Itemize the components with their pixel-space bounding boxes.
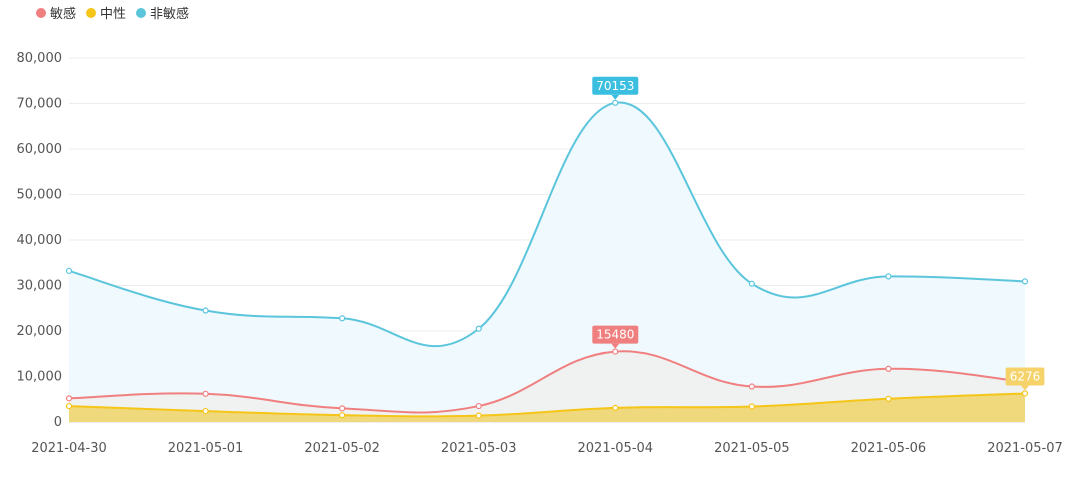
data-point <box>65 395 73 402</box>
y-tick-label: 30,000 <box>17 279 63 294</box>
data-point <box>475 325 482 332</box>
series-line <box>68 350 1026 414</box>
data-label: 15480 <box>596 328 634 342</box>
series-line <box>68 101 1026 348</box>
data-point <box>202 390 209 397</box>
y-tick-label: 10,000 <box>17 370 63 385</box>
x-tick-label: 2021-05-03 <box>441 441 517 456</box>
data-point <box>748 403 755 410</box>
data-point <box>65 267 73 275</box>
data-point <box>1021 278 1029 285</box>
data-point <box>202 407 209 415</box>
legend-dot-neutral <box>86 7 97 18</box>
series-line <box>68 392 1026 418</box>
legend-item-neutral[interactable]: 中性 <box>86 3 126 22</box>
y-tick-label: 40,000 <box>17 233 63 248</box>
x-tick-label: 2021-05-02 <box>304 441 380 456</box>
legend-dot-sensitive <box>36 7 46 18</box>
data-label-box <box>592 76 639 95</box>
data-point <box>612 404 619 411</box>
x-tick-label: 2021-05-05 <box>714 441 790 456</box>
y-tick-label: 20,000 <box>17 324 63 339</box>
data-label-box <box>592 325 639 344</box>
data-point <box>475 412 482 419</box>
legend-label-non-sensitive: 非敏感 <box>150 7 190 22</box>
y-tick-label: 0 <box>54 415 62 430</box>
data-label-box <box>1005 367 1045 386</box>
x-tick-label: 2021-04-30 <box>31 441 107 456</box>
data-point <box>612 348 619 355</box>
data-point <box>339 412 346 419</box>
y-tick-label: 50,000 <box>17 188 63 203</box>
data-point <box>748 280 755 287</box>
data-point <box>885 395 892 402</box>
x-tick-label: 2021-05-01 <box>168 441 244 456</box>
legend-item-non-sensitive[interactable]: 非敏感 <box>136 3 189 22</box>
data-label-pointer <box>611 94 620 100</box>
legend: 敏感 中性 非敏感 <box>36 3 189 22</box>
y-tick-label: 60,000 <box>17 142 63 157</box>
series-area <box>69 102 1025 423</box>
data-point <box>65 402 73 410</box>
legend-label-sensitive: 敏感 <box>50 7 77 22</box>
x-tick-label: 2021-05-06 <box>851 441 927 456</box>
data-point <box>202 307 209 314</box>
legend-item-sensitive[interactable]: 敏感 <box>36 3 76 22</box>
x-tick-label: 2021-05-07 <box>987 441 1063 456</box>
x-tick-label: 2021-05-04 <box>578 441 654 456</box>
data-point <box>339 315 346 322</box>
legend-label-neutral: 中性 <box>100 7 127 22</box>
data-label: 70153 <box>596 79 634 93</box>
data-point <box>885 273 892 280</box>
legend-dot-non-sensitive <box>136 7 147 18</box>
data-label-pointer <box>611 343 620 349</box>
data-point <box>885 365 892 372</box>
data-label-pointer <box>1021 385 1029 391</box>
data-point <box>1021 390 1029 397</box>
data-point <box>612 99 619 106</box>
y-tick-label: 80,000 <box>17 51 63 66</box>
data-point <box>339 405 346 412</box>
data-label: 6276 <box>1010 369 1041 383</box>
data-point <box>748 383 755 390</box>
data-point <box>475 402 482 410</box>
y-tick-label: 70,000 <box>17 97 63 112</box>
